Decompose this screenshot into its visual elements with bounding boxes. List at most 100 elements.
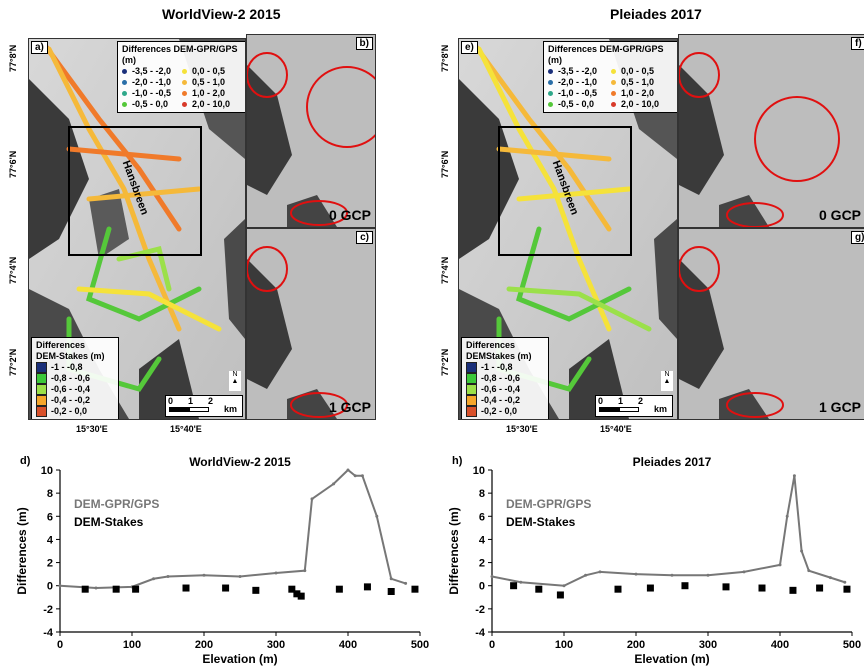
data-point-gps xyxy=(58,584,62,588)
data-point-stake xyxy=(816,584,824,592)
legend-entry-stakes: DEM-Stakes xyxy=(506,515,576,529)
data-point-stake xyxy=(335,585,343,593)
north-arrow-icon: N ▲ xyxy=(229,371,241,391)
data-point-gps xyxy=(303,569,307,573)
legend-stakes-entry: -0,6 - -0,4 xyxy=(36,384,114,395)
legend-gps-right: Differences DEM-GPR/GPS (m) -3,5 - -2,0 … xyxy=(543,41,677,113)
data-point-gps xyxy=(310,497,314,501)
x-tick-label: 0 xyxy=(489,639,495,651)
legend-gps-entry: -1,0 - -0,5 xyxy=(122,88,182,99)
series-line-gps xyxy=(491,475,846,587)
legend-gps-entry: 1,0 - 2,0 xyxy=(182,88,242,99)
gcp-label-0: 0 GCP xyxy=(328,207,371,223)
y-tick-label: 0 xyxy=(47,581,53,593)
right-inset-f: f) 0 GCP xyxy=(678,34,864,228)
x-tick-label: 200 xyxy=(195,639,213,651)
inset-b-svg xyxy=(247,35,375,227)
data-point-stake xyxy=(387,588,395,595)
gcp-label-1: 1 GCP xyxy=(328,399,371,415)
legend-stakes-title1: Differences xyxy=(36,340,86,350)
x-tick-label: 500 xyxy=(411,639,429,651)
lon-label: 15°30'E xyxy=(76,424,108,434)
data-point-stake xyxy=(535,585,543,593)
right-inset-g: g) 1 GCP xyxy=(678,228,864,420)
data-point-gps xyxy=(807,569,811,573)
x-tick-label: 100 xyxy=(123,639,141,651)
legend-entry-stakes: DEM-Stakes xyxy=(74,515,144,529)
right-overview-map: e) Hansbreen Differences DEM-GPR/GPS (m)… xyxy=(458,38,678,420)
left-overview-map: a) Hansbreen Differences DEM-GPR/GPS (m)… xyxy=(28,38,246,420)
data-point-gps xyxy=(238,574,242,578)
data-point-gps xyxy=(404,581,408,585)
data-point-stake xyxy=(363,583,371,591)
data-point-gps xyxy=(389,577,393,581)
data-point-gps xyxy=(94,586,98,590)
y-tick-label: 8 xyxy=(479,488,485,500)
data-point-gps xyxy=(828,576,832,580)
x-tick-label: 500 xyxy=(843,639,861,651)
legend-gps-entry: 2,0 - 10,0 xyxy=(182,99,242,110)
legend-gps-entry: 0,5 - 1,0 xyxy=(182,77,242,88)
panel-letter-a: a) xyxy=(31,41,48,54)
data-point-gps xyxy=(670,573,674,577)
inset-f-svg xyxy=(679,35,864,227)
data-point-gps xyxy=(843,580,847,584)
data-point-stake xyxy=(758,584,766,592)
y-tick-label: 10 xyxy=(473,465,485,477)
chart-title: Pleiades 2017 xyxy=(633,455,712,469)
panel-letter-b: b) xyxy=(355,37,373,50)
lat-label: 77°4'N xyxy=(8,256,18,284)
y-tick-label: 6 xyxy=(479,511,485,523)
y-tick-label: -4 xyxy=(475,627,486,639)
left-map-title: WorldView-2 2015 xyxy=(162,6,281,22)
data-point-gps xyxy=(742,570,746,574)
gcp-label-0: 0 GCP xyxy=(819,207,862,223)
data-point-stake xyxy=(288,585,296,593)
legend-stakes-entry: -1 - -0,8 xyxy=(36,362,114,373)
data-point-gps xyxy=(152,577,156,581)
data-point-gps xyxy=(778,563,782,567)
lon-label: 15°30'E xyxy=(506,424,538,434)
y-tick-label: 4 xyxy=(47,534,54,546)
lat-label: 77°8'N xyxy=(440,44,450,72)
right-map-title: Pleiades 2017 xyxy=(610,6,702,22)
inset-c-svg xyxy=(247,229,375,419)
data-point-gps xyxy=(800,549,804,553)
panel-letter: d) xyxy=(20,455,31,467)
y-axis-label: Differences (m) xyxy=(447,507,461,594)
panel-letter-c: c) xyxy=(356,231,373,244)
x-axis-label: Elevation (m) xyxy=(634,652,709,666)
data-point-gps xyxy=(490,574,494,578)
lon-label: 15°40'E xyxy=(600,424,632,434)
data-point-gps xyxy=(332,482,336,486)
data-point-stake xyxy=(646,584,654,592)
data-point-gps xyxy=(706,573,710,577)
x-tick-label: 0 xyxy=(57,639,63,651)
x-tick-label: 300 xyxy=(267,639,285,651)
data-point-gps xyxy=(353,474,357,478)
data-point-stake xyxy=(510,582,518,590)
legend-entry-gps: DEM-GPR/GPS xyxy=(74,497,159,511)
y-tick-label: 6 xyxy=(47,511,53,523)
legend-stakes-entry: -0,8 - -0,6 xyxy=(36,373,114,384)
data-point-gps xyxy=(598,570,602,574)
legend-stakes-right: Differences DEMStakes (m) -1 - -0,8 -0,8… xyxy=(461,337,549,419)
lat-label: 77°6'N xyxy=(440,150,450,178)
data-point-gps xyxy=(274,571,278,575)
panel-letter-g: g) xyxy=(851,231,864,244)
data-point-stake xyxy=(556,591,564,599)
inset-g-svg xyxy=(679,229,864,419)
data-point-stake xyxy=(222,584,230,592)
data-point-stake xyxy=(182,584,190,592)
y-tick-label: -2 xyxy=(475,604,485,616)
left-inset-c: c) 1 GCP xyxy=(246,228,376,420)
data-point-stake xyxy=(297,592,305,600)
x-tick-label: 400 xyxy=(339,639,357,651)
data-point-stake xyxy=(81,585,89,593)
legend-gps-entry: -0,5 - 0,0 xyxy=(122,99,182,110)
y-tick-label: -2 xyxy=(43,604,53,616)
scalebar-left: 0 1 2 km xyxy=(165,395,243,417)
data-point-stake xyxy=(132,585,140,593)
